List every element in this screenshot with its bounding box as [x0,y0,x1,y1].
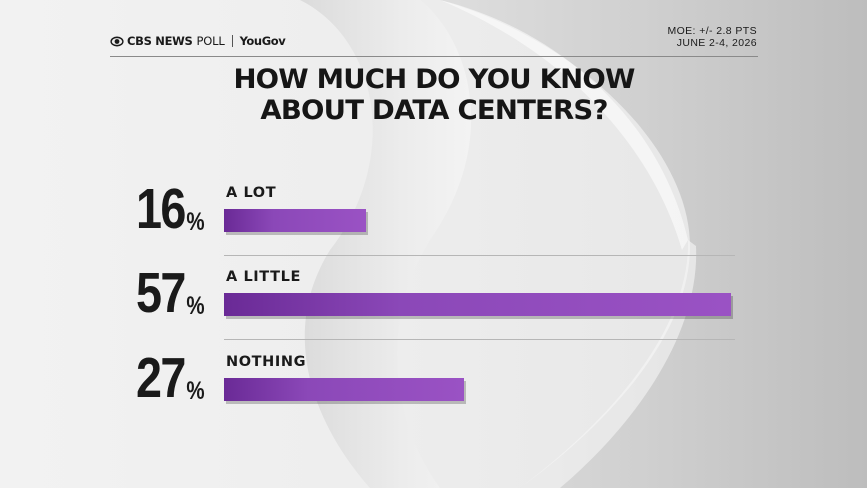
bar-value-percent-sign: % [186,377,205,405]
bar-value-number: 57 [136,261,186,325]
brand-poll: POLL [196,34,225,48]
bar [224,378,464,401]
bar-value-label: 57% [136,261,205,325]
bar [224,209,366,232]
category-label: A LOT [226,185,277,201]
chart-title-line-2: ABOUT DATA CENTERS? [260,95,608,126]
bar-value-label: 27% [136,346,205,410]
row-divider [224,339,735,340]
header-rule [110,56,758,57]
bar [224,293,731,316]
row-divider [224,255,735,256]
bar-value-number: 27 [136,346,186,410]
category-label: NOTHING [226,354,307,370]
category-label: A LITTLE [226,269,301,285]
chart-title-line-1: HOW MUCH DO YOU KNOW [233,64,635,95]
bar-value-label: 16% [136,177,205,241]
brand-separator [231,35,233,47]
dates-text: JUNE 2-4, 2026 [676,37,757,49]
moe-text: MOE: +/- 2.8 PTS [667,25,757,37]
poll-meta: MOE: +/- 2.8 PTS JUNE 2-4, 2026 [667,25,757,49]
brand-header: CBS NEWS POLL YouGov [110,34,286,48]
bar-value-number: 16 [136,177,186,241]
brand-yougov: YouGov [239,34,286,48]
chart-title: HOW MUCH DO YOU KNOW ABOUT DATA CENTERS? [104,64,765,126]
bar-value-percent-sign: % [186,208,205,236]
bar-value-percent-sign: % [186,292,205,320]
brand-cbs-news: CBS NEWS [127,34,193,48]
cbs-eye-icon [110,36,124,47]
